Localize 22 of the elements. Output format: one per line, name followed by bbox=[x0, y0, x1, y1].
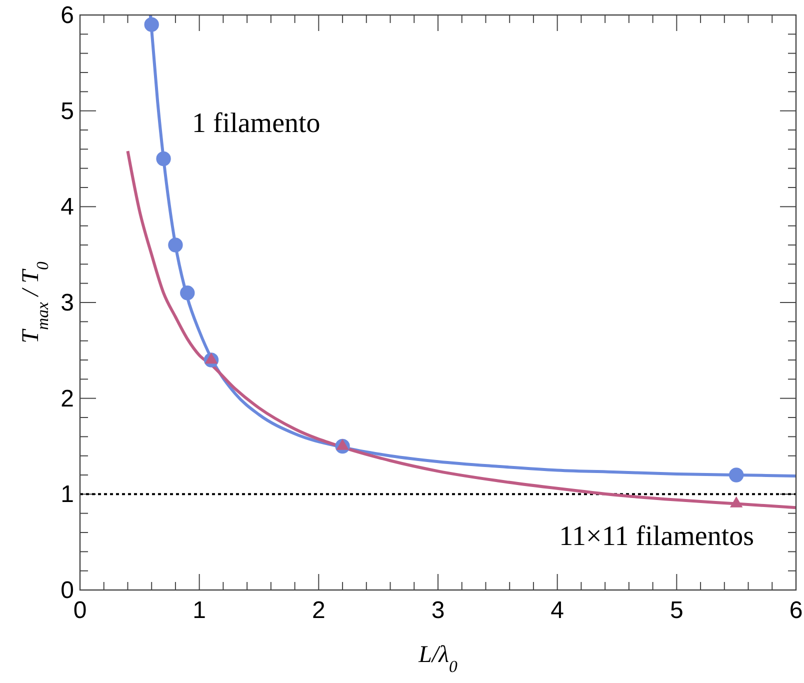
y-tick-label: 1 bbox=[60, 481, 74, 508]
annotation: 11×11 filamentos bbox=[559, 521, 754, 552]
y-tick-label: 2 bbox=[60, 385, 74, 412]
x-tick-label: 4 bbox=[550, 597, 564, 624]
annotation: 1 filamento bbox=[192, 108, 320, 139]
x-tick-label: 3 bbox=[431, 597, 445, 624]
y-tick-label: 6 bbox=[60, 2, 74, 29]
x-tick-label: 2 bbox=[312, 597, 326, 624]
y-tick-label: 4 bbox=[60, 194, 74, 221]
point bbox=[168, 238, 183, 252]
x-tick-label: 6 bbox=[789, 597, 803, 624]
x-tick-label: 5 bbox=[670, 597, 684, 624]
line-series bbox=[126, 150, 796, 510]
x-tick-label: 1 bbox=[192, 597, 206, 624]
point bbox=[156, 151, 171, 166]
point bbox=[728, 468, 744, 482]
x-axis-title: L/λ$_{0}$ bbox=[418, 642, 458, 676]
point bbox=[144, 17, 159, 32]
point bbox=[180, 286, 195, 300]
y-tick-label: 5 bbox=[60, 98, 74, 125]
y-tick-label: 0 bbox=[60, 577, 74, 604]
y-tick-label: 3 bbox=[60, 290, 74, 316]
